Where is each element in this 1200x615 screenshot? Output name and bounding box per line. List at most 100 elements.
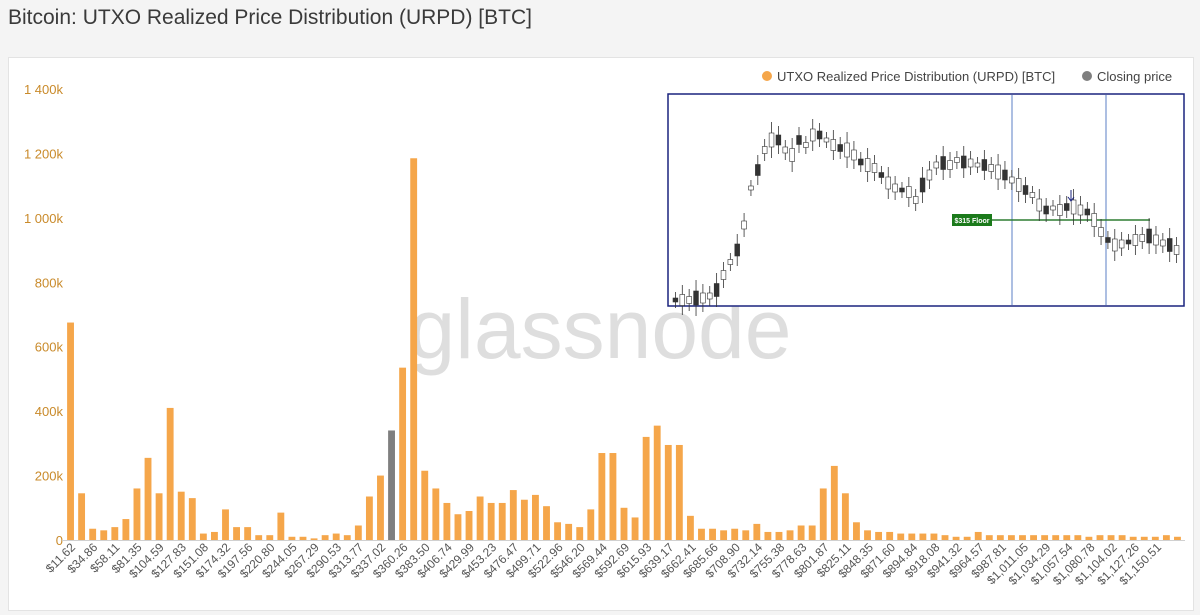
inset-candle-body xyxy=(954,157,960,163)
inset-candle-body xyxy=(1132,234,1139,246)
urpd-bar xyxy=(985,535,993,540)
inset-candle-body xyxy=(899,187,905,193)
urpd-bar xyxy=(841,493,849,540)
urpd-bar xyxy=(808,525,816,540)
urpd-bar xyxy=(365,496,373,540)
inset-candle-body xyxy=(1139,234,1145,242)
inset-candle-body xyxy=(1077,204,1084,216)
urpd-bar xyxy=(166,407,174,540)
urpd-bar xyxy=(1118,535,1126,540)
urpd-bar xyxy=(742,530,750,540)
urpd-bar xyxy=(653,425,661,540)
urpd-bar xyxy=(1140,536,1148,540)
urpd-bar xyxy=(532,494,539,540)
urpd-bar xyxy=(211,531,218,540)
inset-candle-body xyxy=(748,185,754,191)
urpd-bar xyxy=(819,488,827,540)
urpd-bar xyxy=(731,528,739,540)
inset-candle-body xyxy=(967,158,974,168)
urpd-bar xyxy=(122,519,130,540)
urpd-bar xyxy=(764,531,772,540)
inset-candles xyxy=(672,119,1180,316)
inset-candle-body xyxy=(789,148,795,162)
urpd-bar xyxy=(919,533,927,540)
inset-candle-body xyxy=(1009,176,1015,184)
inset-candle-body xyxy=(823,137,830,143)
inset-candle-body xyxy=(1153,234,1159,246)
urpd-bar xyxy=(941,535,949,540)
urpd-bar xyxy=(930,533,938,540)
inset-candle-body xyxy=(810,128,816,142)
bars xyxy=(67,158,1181,540)
urpd-bar xyxy=(89,528,97,540)
urpd-bar xyxy=(1107,535,1115,540)
inset-floor-label: $315 Floor xyxy=(954,218,989,225)
urpd-bar xyxy=(631,517,639,540)
inset-candle-body xyxy=(1173,245,1180,255)
inset-candle-body xyxy=(961,155,967,169)
urpd-bar xyxy=(244,527,252,540)
urpd-bar xyxy=(321,535,329,540)
inset-candle-body xyxy=(885,176,891,190)
urpd-bar xyxy=(698,528,705,540)
inset-candle-body xyxy=(919,177,926,193)
inset-candle-body xyxy=(1015,178,1022,192)
y-tick-label: 200k xyxy=(35,469,64,484)
urpd-bar xyxy=(775,531,783,540)
inset-candle-body xyxy=(803,142,809,148)
urpd-bar xyxy=(598,453,606,540)
urpd-bar xyxy=(786,530,794,540)
inset-candle-body xyxy=(700,292,706,304)
urpd-bar xyxy=(963,536,971,540)
urpd-bar xyxy=(897,533,905,540)
closing-price-bar xyxy=(388,430,395,540)
urpd-bar xyxy=(864,530,871,540)
urpd-bar xyxy=(199,533,207,540)
urpd-bar xyxy=(1085,536,1093,540)
urpd-bar xyxy=(465,511,473,540)
urpd-bar xyxy=(498,502,506,540)
inset-candle-body xyxy=(775,134,782,146)
inset-candle-body xyxy=(851,149,857,161)
inset-candle-body xyxy=(1057,204,1063,216)
inset-candle-body xyxy=(816,130,823,140)
urpd-bar xyxy=(421,470,429,540)
inset-candle-body xyxy=(741,220,747,230)
inset-floor-badge xyxy=(952,214,992,226)
urpd-bar xyxy=(543,506,550,540)
inset-candle-body xyxy=(782,146,788,154)
urpd-bar xyxy=(1041,535,1049,540)
inset-candle-body xyxy=(912,196,919,204)
urpd-bar xyxy=(443,502,451,540)
inset-candle-body xyxy=(1112,238,1118,252)
inset-candle-body xyxy=(1029,192,1036,198)
legend-marker-urpd xyxy=(762,71,772,81)
inset-candle-body xyxy=(871,163,878,173)
urpd-bar xyxy=(454,514,462,540)
urpd-bar xyxy=(830,465,838,540)
inset-candle-body xyxy=(858,158,864,166)
urpd-bar xyxy=(587,509,595,540)
urpd-bar xyxy=(410,158,418,540)
urpd-bar xyxy=(1007,535,1015,540)
legend-marker-closing xyxy=(1082,71,1092,81)
urpd-bar xyxy=(1030,535,1037,540)
urpd-bar xyxy=(1129,536,1137,540)
inset-arrow-icon xyxy=(1067,190,1075,202)
inset-candle-body xyxy=(1098,227,1104,237)
urpd-bar xyxy=(675,444,683,540)
urpd-bar xyxy=(177,491,185,540)
legend: UTXO Realized Price Distribution (URPD) … xyxy=(762,69,1172,84)
inset-candle-body xyxy=(720,270,727,280)
urpd-bar xyxy=(188,498,196,540)
inset-candle-body xyxy=(1050,205,1056,211)
y-tick-label: 1 200k xyxy=(24,146,64,161)
y-tick-label: 0 xyxy=(56,533,63,548)
urpd-bar xyxy=(432,488,440,540)
urpd-bar xyxy=(399,367,407,540)
page-title: Bitcoin: UTXO Realized Price Distributio… xyxy=(8,6,532,29)
urpd-bar xyxy=(332,533,340,540)
urpd-bar xyxy=(299,536,307,540)
urpd-bar xyxy=(576,527,584,540)
inset-candle-body xyxy=(1043,205,1049,215)
